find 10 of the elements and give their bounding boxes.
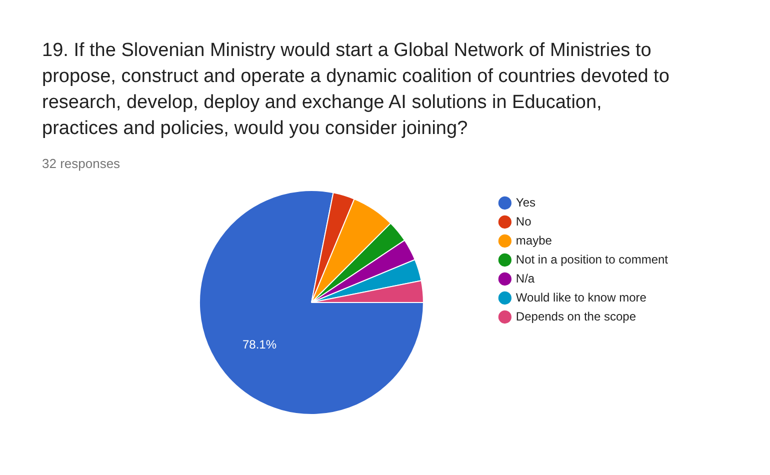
legend-label: Yes <box>516 195 536 210</box>
legend-label: maybe <box>516 233 552 248</box>
data-label: 78.1% <box>242 337 277 352</box>
text: 32 responses <box>42 156 120 171</box>
legend-label: No <box>516 214 532 228</box>
legend-label: Would like to know more <box>516 290 647 304</box>
legend-label: N/a <box>516 271 535 286</box>
chart-title: 19. If the Slovenian Ministry would start a Global Network of Ministries to propose, construct and operate a dynamic coalition of countries devoted to research, develop, deploy and exchange AI solutions in Education, practices and policies, would you consider joining? <box>42 39 670 141</box>
legend-label: Not in a position to comment <box>516 252 669 266</box>
legend-label: Depends on the scope <box>516 309 636 324</box>
